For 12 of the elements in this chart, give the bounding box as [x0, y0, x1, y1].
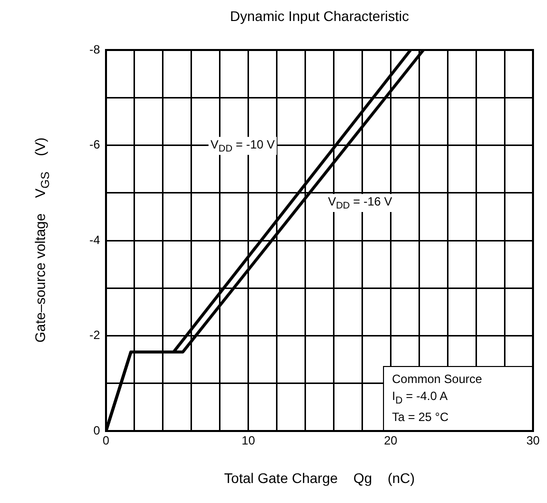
- x-tick-label: 20: [384, 434, 398, 448]
- y-tick-label: -2: [89, 328, 100, 342]
- x-axis-title: Total Gate Charge Qg (nC): [223, 470, 416, 486]
- y-tick-label: 0: [93, 423, 100, 438]
- y-tick-label: -4: [89, 232, 100, 247]
- x-tick-label: 30: [526, 434, 540, 448]
- y-tick-label: -8: [89, 42, 100, 56]
- x-tick-label: 10: [242, 434, 256, 448]
- x-tick-label: 0: [102, 434, 110, 448]
- y-tick-label: -6: [89, 138, 100, 152]
- chart-title: Dynamic Input Characteristic: [229, 8, 410, 24]
- note-box: Common Source I$_{D}$ = -4.0 A Ta = 25 °C: [383, 366, 533, 432]
